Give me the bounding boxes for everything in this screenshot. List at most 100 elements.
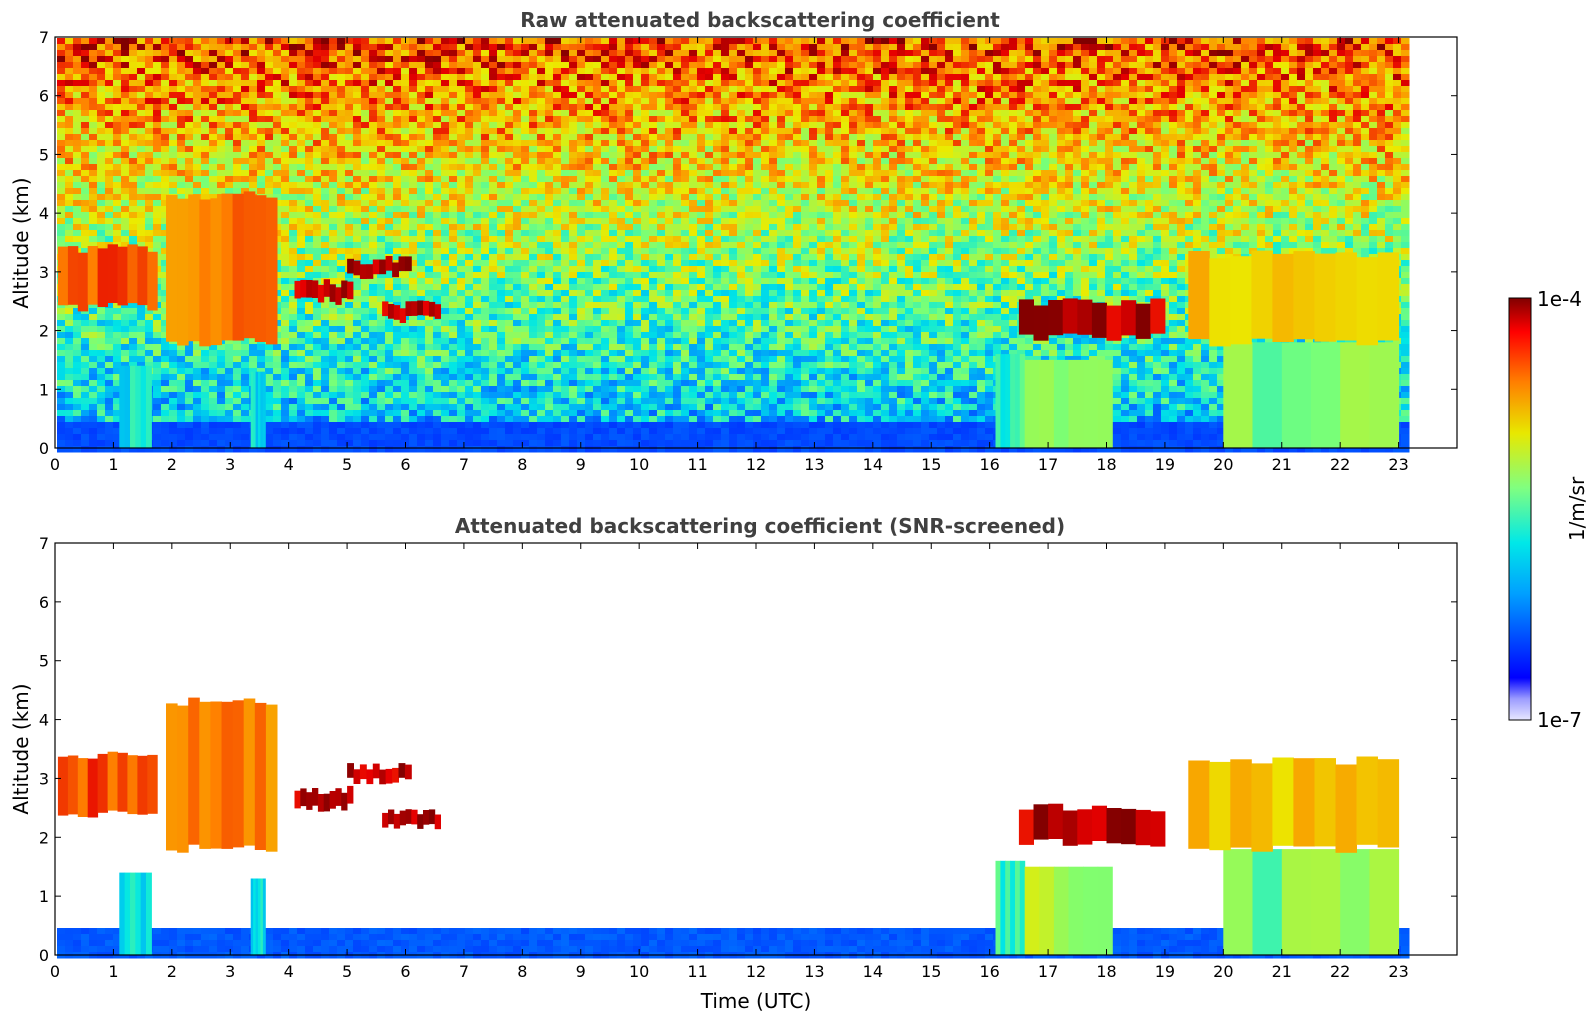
noise-cell bbox=[457, 266, 466, 273]
noise-cell bbox=[617, 278, 626, 285]
noise-cell bbox=[601, 332, 610, 339]
noise-cell bbox=[153, 368, 162, 375]
noise-cell bbox=[537, 446, 546, 453]
noise-cell bbox=[161, 440, 170, 447]
noise-cell bbox=[625, 116, 634, 123]
noise-cell bbox=[361, 38, 370, 45]
noise-cell bbox=[289, 260, 298, 267]
noise-cell bbox=[529, 80, 538, 87]
noise-cell bbox=[553, 200, 562, 207]
noise-cell bbox=[65, 380, 74, 387]
noise-cell bbox=[337, 338, 346, 345]
noise-cell bbox=[481, 314, 490, 321]
noise-cell bbox=[449, 338, 458, 345]
noise-cell bbox=[209, 146, 218, 153]
noise-cell bbox=[513, 164, 522, 171]
noise-cell bbox=[561, 212, 570, 219]
noise-cell bbox=[97, 356, 106, 363]
noise-cell bbox=[313, 68, 322, 75]
noise-cell bbox=[193, 338, 202, 345]
noise-cell bbox=[537, 158, 546, 165]
noise-cell bbox=[281, 140, 290, 147]
noise-cell bbox=[185, 80, 194, 87]
noise-cell bbox=[321, 152, 330, 159]
noise-cell bbox=[65, 116, 74, 123]
noise-cell bbox=[505, 422, 514, 429]
noise-cell bbox=[161, 254, 170, 261]
noise-cell bbox=[393, 140, 402, 147]
noise-cell bbox=[73, 56, 82, 63]
noise-cell bbox=[233, 446, 242, 453]
noise-cell bbox=[609, 416, 618, 423]
noise-cell bbox=[489, 392, 498, 399]
noise-cell bbox=[161, 356, 170, 363]
noise-cell bbox=[169, 356, 178, 363]
noise-cell bbox=[537, 362, 546, 369]
noise-cell bbox=[169, 140, 178, 147]
noise-cell bbox=[417, 446, 426, 453]
noise-cell bbox=[617, 158, 626, 165]
noise-cell bbox=[137, 80, 146, 87]
noise-cell bbox=[433, 332, 442, 339]
noise-cell bbox=[305, 404, 314, 411]
noise-cell bbox=[169, 368, 178, 375]
noise-cell bbox=[281, 356, 290, 363]
noise-cell bbox=[305, 86, 314, 93]
noise-cell bbox=[617, 212, 626, 219]
noise-cell bbox=[561, 86, 570, 93]
noise-cell bbox=[393, 374, 402, 381]
noise-cell bbox=[217, 362, 226, 369]
noise-cell bbox=[361, 314, 370, 321]
noise-cell bbox=[305, 338, 314, 345]
noise-cell bbox=[433, 206, 442, 213]
noise-cell bbox=[185, 128, 194, 135]
noise-cell bbox=[105, 350, 114, 357]
noise-cell bbox=[369, 278, 378, 285]
noise-cell bbox=[89, 320, 98, 327]
noise-cell bbox=[137, 98, 146, 105]
noise-cell bbox=[281, 104, 290, 111]
noise-cell bbox=[177, 356, 186, 363]
noise-cell bbox=[617, 92, 626, 99]
noise-cell bbox=[401, 248, 410, 255]
noise-cell bbox=[313, 368, 322, 375]
noise-cell bbox=[473, 92, 482, 99]
noise-cell bbox=[425, 254, 434, 261]
noise-cell bbox=[137, 44, 146, 51]
noise-cell bbox=[497, 428, 506, 435]
noise-cell bbox=[209, 92, 218, 99]
noise-cell bbox=[177, 80, 186, 87]
noise-cell bbox=[633, 38, 642, 45]
noise-cell bbox=[297, 38, 306, 45]
noise-cell bbox=[289, 344, 298, 351]
noise-cell bbox=[233, 134, 242, 141]
noise-cell bbox=[297, 428, 306, 435]
noise-cell bbox=[385, 374, 394, 381]
noise-cell bbox=[161, 164, 170, 171]
noise-cell bbox=[425, 272, 434, 279]
noise-cell bbox=[625, 182, 634, 189]
noise-cell bbox=[89, 368, 98, 375]
noise-cell bbox=[577, 392, 586, 399]
noise-cell bbox=[169, 344, 178, 351]
noise-cell bbox=[617, 56, 626, 63]
noise-cell bbox=[601, 170, 610, 177]
noise-cell bbox=[297, 146, 306, 153]
noise-cell bbox=[217, 398, 226, 405]
noise-cell bbox=[465, 92, 474, 99]
noise-cell bbox=[617, 248, 626, 255]
noise-cell bbox=[313, 218, 322, 225]
noise-cell bbox=[385, 56, 394, 63]
noise-cell bbox=[257, 128, 266, 135]
noise-cell bbox=[601, 344, 610, 351]
noise-cell bbox=[241, 356, 250, 363]
noise-cell bbox=[553, 326, 562, 333]
noise-cell bbox=[313, 110, 322, 117]
noise-cell bbox=[569, 224, 578, 231]
noise-cell bbox=[457, 176, 466, 183]
noise-cell bbox=[585, 374, 594, 381]
noise-cell bbox=[417, 56, 426, 63]
noise-cell bbox=[281, 350, 290, 357]
noise-cell bbox=[561, 404, 570, 411]
noise-cell bbox=[377, 56, 386, 63]
